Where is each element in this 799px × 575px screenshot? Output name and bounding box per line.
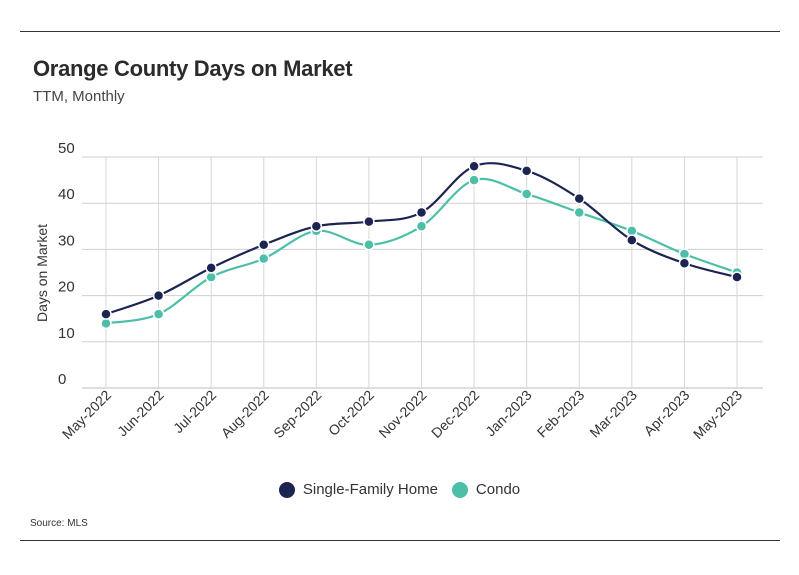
- x-tick-label-2: Jul-2022: [170, 387, 219, 436]
- point-single-family-2: [205, 262, 217, 274]
- y-tick-label-40: 40: [58, 186, 75, 203]
- legend-marker-single-family: [278, 481, 295, 498]
- x-tick-label-10: Mar-2023: [586, 387, 640, 441]
- point-single-family-12: [731, 271, 743, 283]
- point-condo-3: [258, 252, 270, 265]
- point-condo-7: [468, 174, 480, 186]
- point-condo-6: [415, 220, 428, 233]
- point-single-family-5: [363, 215, 375, 228]
- point-single-family-4: [310, 220, 323, 233]
- point-single-family-1: [152, 289, 165, 302]
- source-note: Source: MLS: [30, 518, 88, 529]
- x-tick-label-4: Sep-2022: [270, 387, 324, 441]
- legend-item-single-family: Single-Family Home: [278, 481, 438, 498]
- point-condo-8: [520, 188, 533, 200]
- grid-lines: [82, 156, 763, 389]
- point-single-family-9: [573, 192, 585, 205]
- chart-subtitle: TTM, Monthly: [33, 88, 125, 105]
- legend-label-condo: Condo: [475, 481, 521, 498]
- point-condo-9: [573, 206, 585, 219]
- y-tick-label-0: 0: [58, 371, 66, 388]
- point-single-family-0: [100, 308, 112, 320]
- legend-marker-condo: [451, 481, 468, 498]
- point-single-family-10: [626, 234, 638, 246]
- x-tick-label-11: Apr-2023: [640, 387, 692, 439]
- chart-title: Orange County Days on Market: [33, 56, 353, 81]
- x-tick-label-1: Jun-2022: [114, 387, 167, 440]
- point-single-family-8: [520, 165, 533, 177]
- point-single-family-6: [415, 206, 428, 219]
- x-tick-label-0: May-2022: [59, 387, 114, 442]
- point-single-family-3: [258, 239, 270, 251]
- point-condo-1: [152, 308, 165, 320]
- y-tick-label-20: 20: [58, 279, 75, 296]
- point-single-family-11: [678, 257, 691, 270]
- top-rule: [20, 31, 780, 32]
- y-tick-label-50: 50: [58, 140, 75, 157]
- x-tick-label-8: Jan-2023: [482, 387, 535, 440]
- y-tick-label-30: 30: [58, 232, 75, 249]
- y-tick-labels: 0 10 20 30 40 50: [58, 140, 75, 388]
- point-single-family-7: [468, 160, 480, 172]
- point-condo-5: [363, 239, 375, 251]
- x-tick-label-7: Dec-2022: [428, 387, 482, 441]
- bottom-rule: [20, 540, 780, 541]
- y-tick-label-10: 10: [58, 325, 75, 342]
- x-tick-label-3: Aug-2022: [218, 387, 272, 441]
- y-axis-title: Days on Market: [34, 224, 50, 322]
- x-tick-label-9: Feb-2023: [534, 387, 588, 441]
- x-tick-label-12: May-2023: [690, 387, 745, 442]
- legend-label-single-family: Single-Family Home: [302, 481, 438, 498]
- x-tick-label-6: Nov-2022: [375, 387, 429, 441]
- x-tick-labels: May-2022 Jun-2022 Jul-2022Aug-2022Sep-2022…: [59, 387, 745, 442]
- series-points: [100, 160, 743, 330]
- chart-legend: Single-Family Home Condo: [0, 481, 799, 498]
- legend-item-condo: Condo: [451, 481, 521, 498]
- x-tick-label-5: Oct-2022: [325, 387, 377, 439]
